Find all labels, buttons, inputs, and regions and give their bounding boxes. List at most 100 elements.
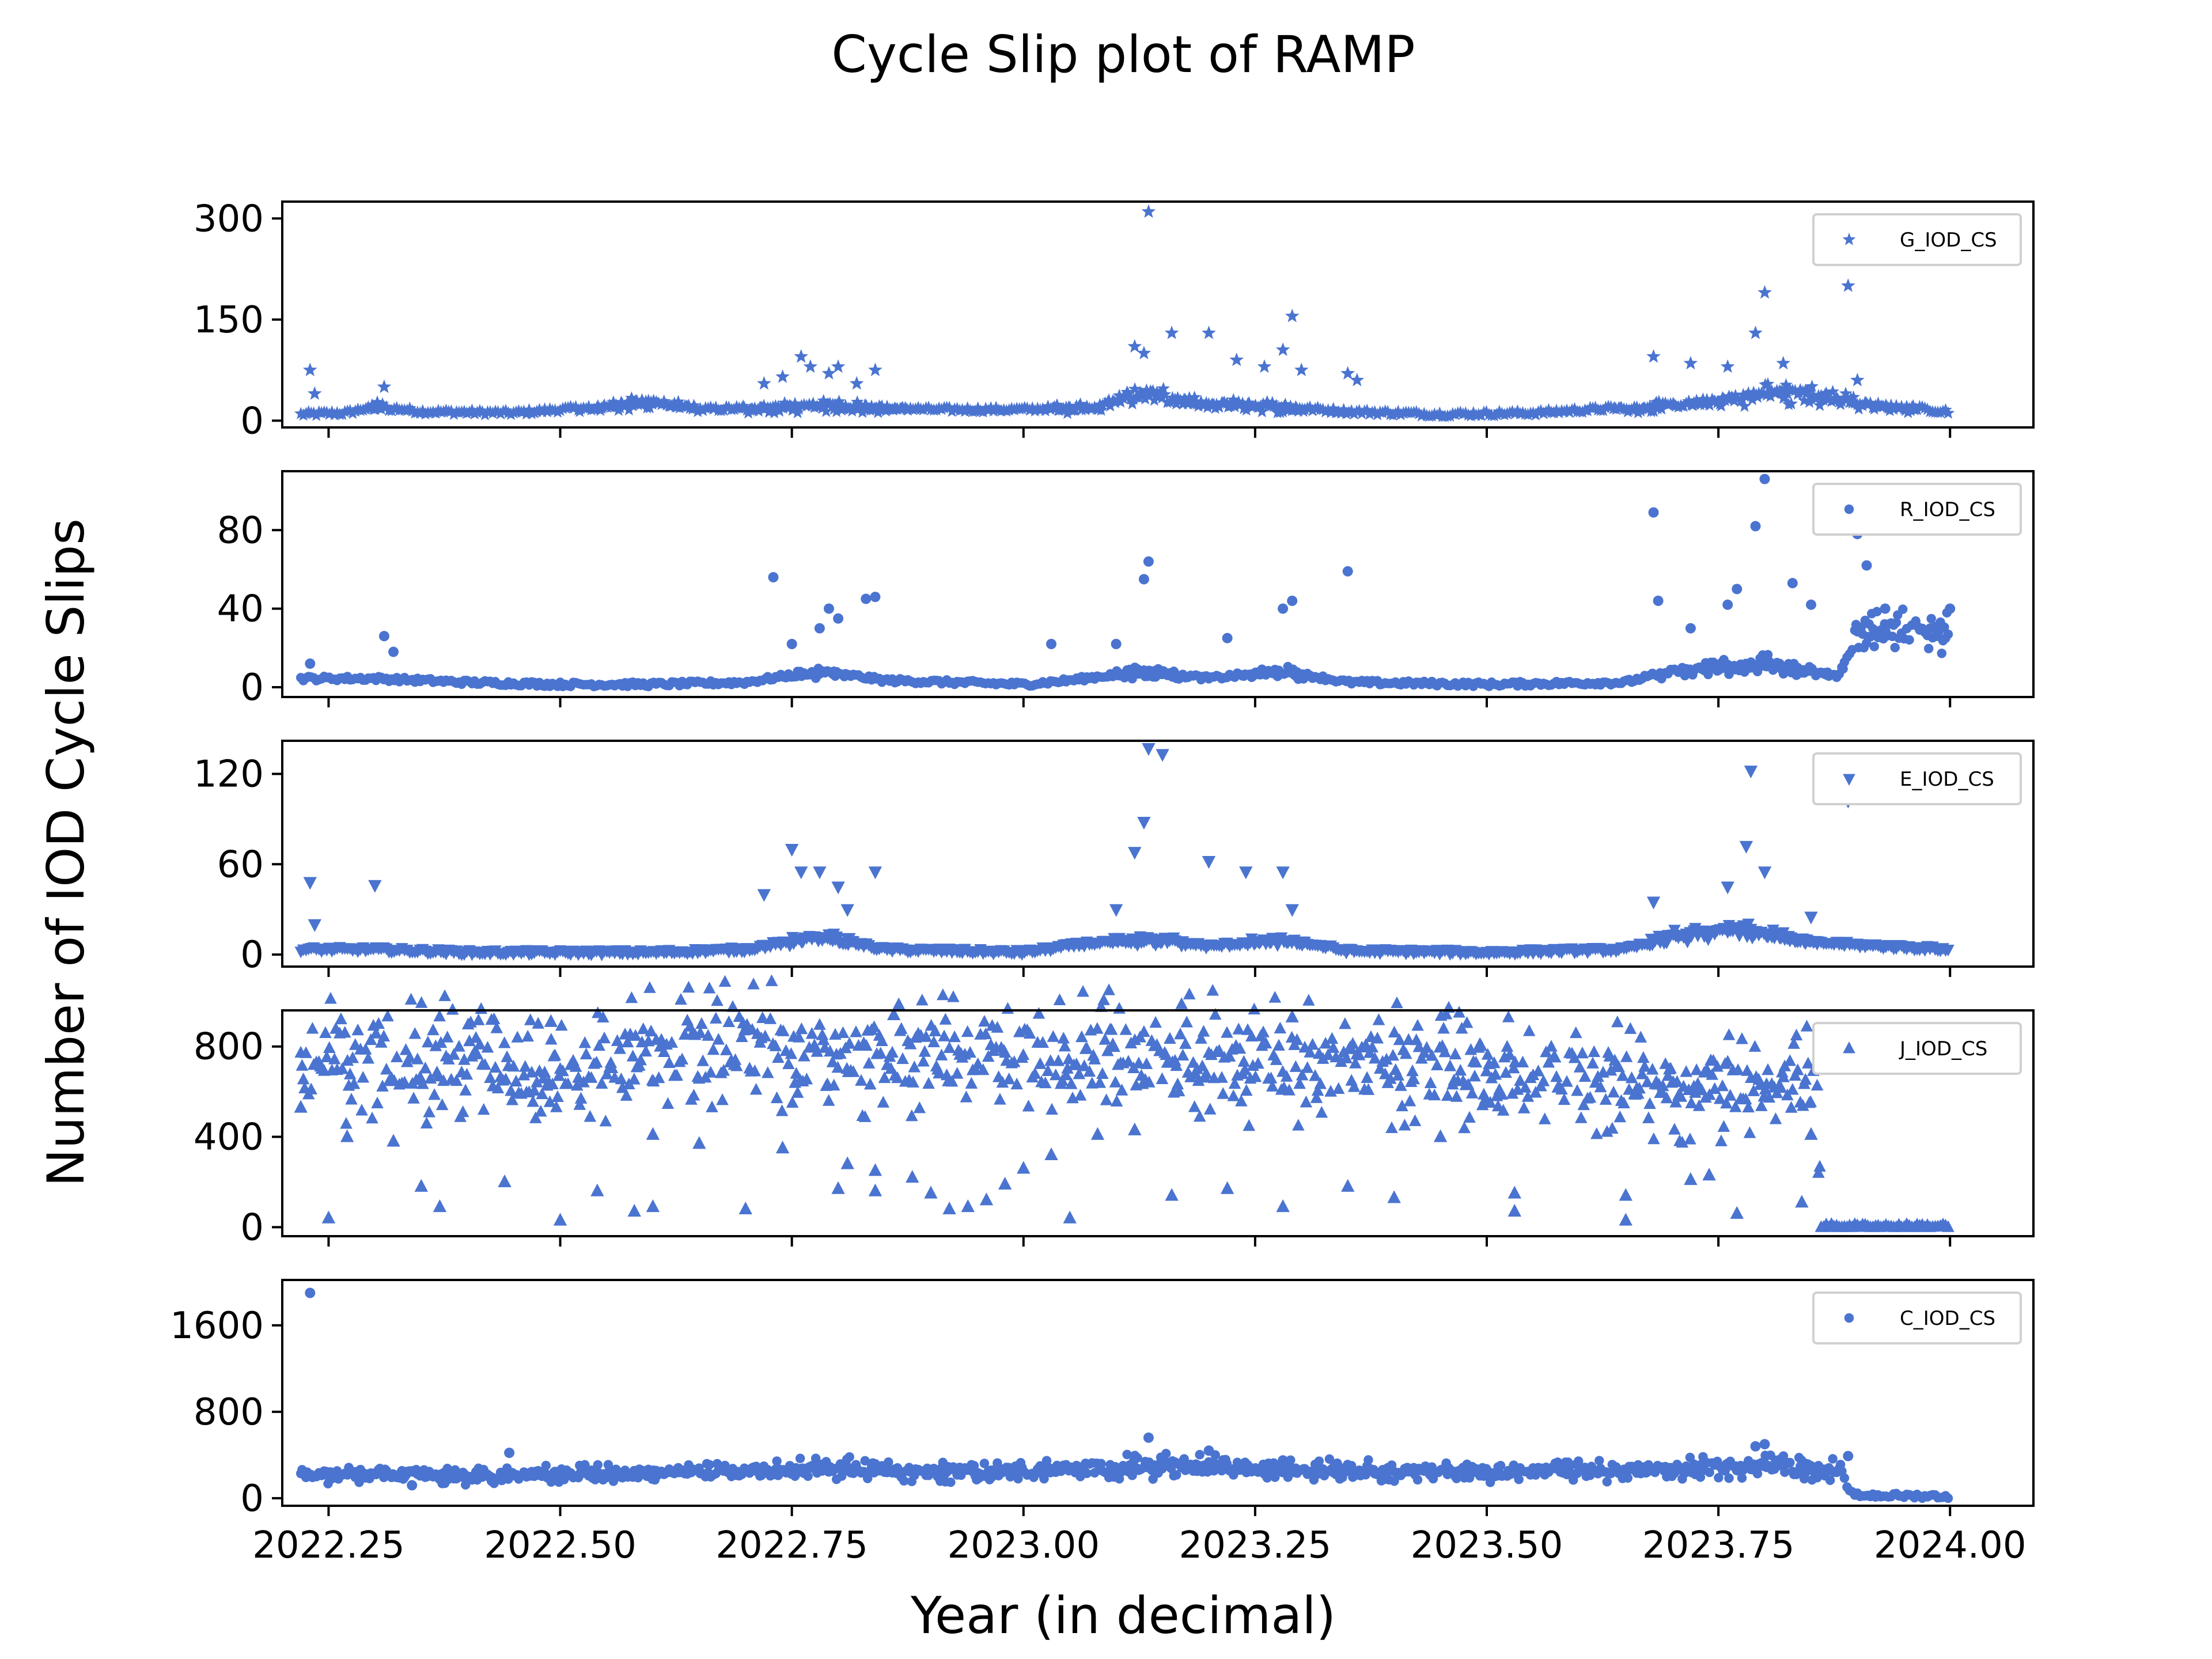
data-point [1195, 1450, 1205, 1460]
data-point [600, 1067, 613, 1080]
data-point [1232, 1022, 1245, 1035]
data-point [709, 400, 723, 413]
data-point-peak [1278, 603, 1289, 614]
data-point [1732, 1063, 1745, 1075]
panel-C_IOD_CS: 0 800 1600 2022.25 2022.50 2022.75 2023.00 2023… [170, 1279, 2035, 1567]
data-point [1676, 1135, 1689, 1148]
data-point [1360, 403, 1374, 416]
data-point-peak [1739, 840, 1753, 854]
data-point [381, 1009, 394, 1022]
data-point [850, 1025, 862, 1037]
data-point [1618, 1096, 1630, 1108]
data-point [1736, 1032, 1748, 1044]
data-point [1785, 397, 1798, 410]
data-point-peak [979, 1192, 994, 1206]
data-point-peak [1285, 1009, 1299, 1022]
data-point [346, 1051, 359, 1063]
data-point [639, 1044, 652, 1057]
data-point [1091, 1022, 1104, 1034]
data-point [948, 1030, 961, 1043]
data-point-peak [1202, 325, 1216, 339]
data-point [1053, 993, 1066, 1005]
y-tick-label: 0 [240, 666, 264, 709]
data-point [590, 1055, 603, 1068]
data-point [1428, 1088, 1441, 1101]
data-point [475, 1002, 487, 1014]
data-point [1193, 1109, 1206, 1122]
data-point [1097, 993, 1110, 1005]
data-point [1602, 1477, 1612, 1487]
data-point-peak [1744, 766, 1758, 779]
data-point [675, 993, 687, 1005]
data-point [1402, 1033, 1415, 1045]
data-point [579, 1047, 593, 1060]
data-point [556, 1064, 569, 1077]
legend-E_IOD_CS: E_IOD_CS [1812, 752, 2022, 805]
data-point [1484, 1096, 1497, 1108]
legend-label: C_IOD_CS [1900, 1307, 1995, 1330]
data-point-peak [924, 1185, 938, 1199]
data-point [429, 1039, 442, 1051]
data-point [1276, 404, 1290, 418]
data-point [1270, 1053, 1283, 1065]
data-point [491, 405, 505, 418]
data-point [1340, 1051, 1353, 1063]
data-point [1278, 397, 1292, 410]
data-point [415, 996, 428, 1008]
data-point [1399, 1047, 1412, 1059]
data-point [786, 1096, 799, 1108]
data-point [827, 1078, 840, 1091]
data-point [1799, 1073, 1812, 1085]
data-point [372, 1017, 385, 1029]
data-point [1132, 1056, 1145, 1069]
data-point [399, 1043, 412, 1055]
y-tick-label: 1600 [170, 1305, 264, 1347]
data-point [1509, 1055, 1521, 1067]
data-point [1237, 1055, 1251, 1067]
data-point [999, 1046, 1012, 1058]
data-point [1242, 396, 1256, 409]
data-point [1270, 399, 1283, 411]
data-point [994, 1093, 1006, 1105]
data-point [933, 1066, 945, 1079]
data-point [499, 403, 513, 416]
data-point [1475, 1039, 1488, 1051]
data-point [657, 1045, 671, 1058]
data-point [1501, 1040, 1514, 1052]
data-point-peak [1804, 1127, 1818, 1140]
data-point [1410, 405, 1423, 418]
data-point [798, 1050, 810, 1062]
data-point [858, 1110, 872, 1122]
data-point [1315, 1106, 1328, 1118]
legend-R_IOD_CS: R_IOD_CS [1812, 483, 2022, 536]
data-point [435, 1098, 449, 1111]
data-point [950, 1067, 964, 1079]
data-point [1787, 1037, 1800, 1049]
data-point [1047, 1030, 1060, 1042]
data-point [1516, 1055, 1529, 1068]
legend-label: J_IOD_CS [1899, 1037, 1987, 1060]
data-point [1171, 391, 1184, 404]
data-point [1531, 1470, 1541, 1480]
data-point [584, 1110, 597, 1122]
data-point [1255, 404, 1269, 418]
data-point [1179, 1037, 1192, 1049]
data-point-peak [1285, 904, 1299, 917]
data-point [408, 1027, 422, 1039]
data-point [1852, 402, 1866, 415]
data-point [1791, 1063, 1804, 1075]
legend-C_IOD_CS: C_IOD_CS [1812, 1291, 2022, 1344]
data-point [1923, 643, 1934, 654]
data-point [1228, 1077, 1241, 1089]
data-point-peak [1142, 743, 1156, 756]
data-point [1052, 1054, 1065, 1066]
data-point-peak [692, 1136, 706, 1149]
data-point [1458, 1121, 1471, 1134]
data-point [1325, 1032, 1339, 1044]
data-point [1032, 1007, 1046, 1019]
data-point [323, 1041, 336, 1053]
data-point [300, 1046, 312, 1058]
data-point [1527, 1068, 1540, 1081]
data-point-peak [906, 1170, 919, 1183]
data-point-peak [1276, 866, 1290, 880]
